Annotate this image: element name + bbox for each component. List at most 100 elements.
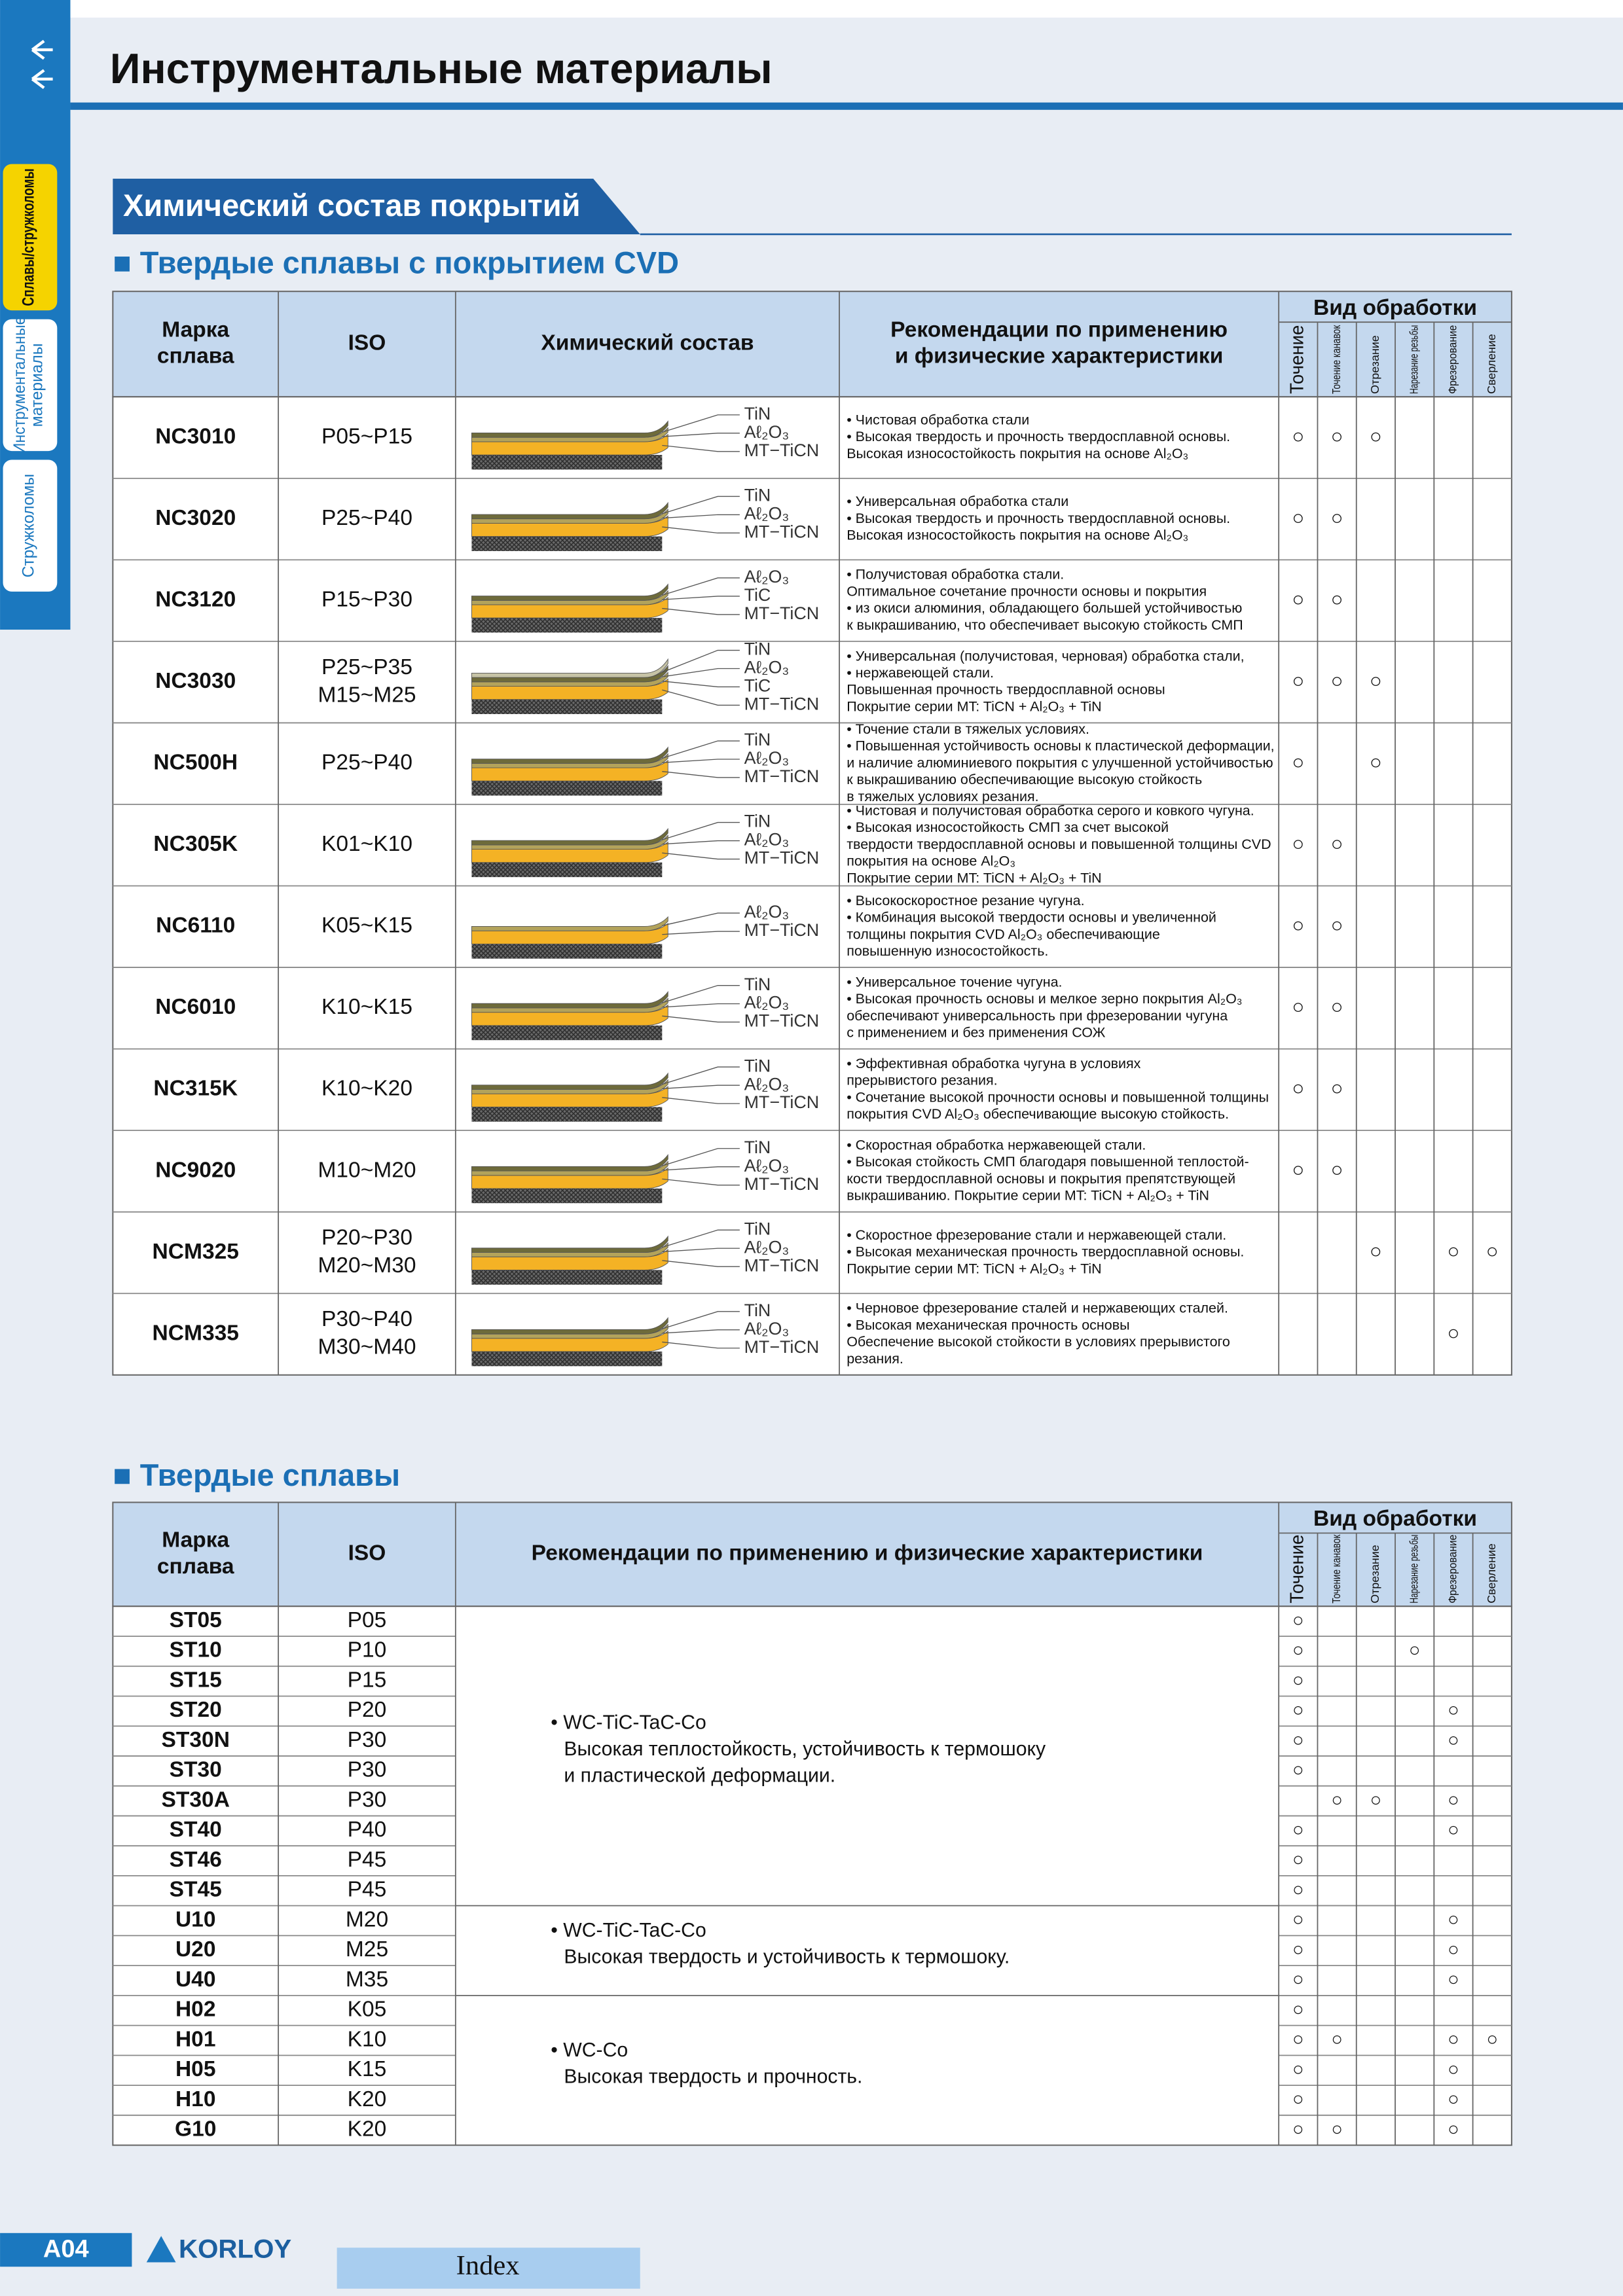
mark: ○ [1292,1909,1304,1930]
leader [662,1148,740,1166]
note: • WC-TiC-TaC-Co [551,1920,706,1941]
mark: ○ [1331,1789,1343,1810]
leader [662,740,740,759]
iso-range: P30 [348,1787,387,1812]
iso-range: M20 [346,1907,388,1931]
grade: U10 [175,1907,216,1931]
note: и наличие алюминиевого покрытия с улучше… [847,755,1273,770]
leader [662,649,740,673]
note: • Сочетание высокой прочности основы и п… [847,1089,1269,1105]
iso-range: K05~K15 [321,914,412,938]
mark: ○ [1292,1879,1304,1900]
iso-range: P20~P30 [321,1226,412,1250]
grade: H10 [175,2087,216,2111]
coating-layer [471,827,668,846]
layer-label: MT−TiCN [744,766,820,786]
coating-layer [471,1317,668,1335]
tab[interactable] [3,319,58,452]
note: прерывистого резания. [847,1073,997,1088]
mark: ○ [1370,751,1382,774]
grade: ST30A [162,1787,230,1812]
layer-label: MT−TiCN [744,694,820,714]
mark: ○ [1292,1158,1304,1181]
mark: ○ [1292,1610,1304,1631]
leader [662,495,740,514]
column-header: Вид обработки [1313,1507,1477,1531]
note: • Черновое фрезерование сталей и нержаве… [847,1300,1228,1316]
layer-label: MT−TiCN [744,920,820,940]
mark: ○ [1292,1730,1304,1751]
mark: ○ [1409,1640,1421,1661]
column-header: Вид обработки [1313,296,1477,320]
iso-range: K10~K15 [321,995,412,1019]
note: повышенную износостойкость. [847,943,1048,959]
leader [662,577,740,596]
leader [662,1247,740,1253]
grade: NC3030 [155,669,236,693]
grade: NC3010 [155,424,236,448]
iso-range: P30~P40 [321,1307,412,1331]
operation-header: Нарезание резьбы [1407,325,1420,394]
operation-header: Точение [1287,325,1308,394]
column-header: Рекомендации по применению [890,317,1228,342]
leader [662,984,740,1003]
coating-layer [471,1235,668,1253]
tab[interactable] [3,459,58,592]
column-header: ISO [348,1541,386,1566]
operation-header: Отрезание [1368,1545,1381,1604]
layer-label: MT−TiCN [744,603,820,623]
iso-range: M35 [346,1967,388,1992]
brand: KORLOY [179,2234,291,2263]
grade: U20 [175,1937,216,1962]
coating-layer [471,1154,668,1172]
leader [662,689,740,706]
mark: ○ [1448,1240,1460,1263]
iso-range: M25 [346,1937,388,1962]
note: • Получистовая обработка стали. [847,567,1064,583]
note: Высокая твердость и прочность. [564,2066,862,2087]
layer-label: TiN [744,975,771,994]
note: • Скоростная обработка нержавеющей стали… [847,1138,1146,1153]
note: Покрытие серии MT: TiCN + Al₂O₃ + TiN [847,870,1102,886]
iso-range: M20~M30 [318,1253,416,1278]
substrate [471,1188,663,1204]
index-button[interactable] [337,2248,640,2289]
substrate [471,1025,663,1041]
mark: ○ [1448,1969,1459,1990]
iso-range: P25~P35 [321,655,412,679]
mark: ○ [1292,1939,1304,1960]
note: • из окиси алюминия, обладающего большей… [847,600,1242,616]
mark: ○ [1448,2089,1459,2110]
column-header: сплава [157,344,234,368]
leader [662,433,740,437]
grade: ST20 [170,1698,222,1722]
leader [662,1003,740,1008]
substrate [471,1351,663,1367]
index-link[interactable]: Index [456,2250,520,2281]
layer-label: TiN [744,1056,771,1075]
mark: ○ [1331,1158,1343,1181]
mark: ○ [1331,2119,1343,2140]
leader [662,1015,740,1023]
grade: NCM335 [153,1321,239,1345]
note: • Высокая стойкость СМП благодаря повыше… [847,1154,1249,1170]
mark: ○ [1292,506,1304,529]
mark: ○ [1331,1077,1343,1100]
grade: ST40 [170,1818,222,1842]
layer-label: MT−TiCN [744,1174,820,1194]
mark: ○ [1448,2059,1459,2080]
layer-label: MT−TiCN [744,1092,820,1112]
leader [662,1341,740,1349]
tab-label: Стружколомы [20,474,37,578]
note: Покрытие серии MT: TiCN + Al₂O₃ + TiN [847,698,1102,714]
operation-header: Точение канавок [1330,1535,1343,1604]
coating-layer [471,501,668,520]
tab-active[interactable] [3,164,58,311]
leader [662,1097,740,1104]
layer-label: TiC [744,585,771,605]
mark: ○ [1292,2089,1304,2110]
mark: ○ [1448,1321,1460,1344]
page-title: Инструментальные материалы [110,45,773,92]
grade: H02 [175,1998,216,2022]
